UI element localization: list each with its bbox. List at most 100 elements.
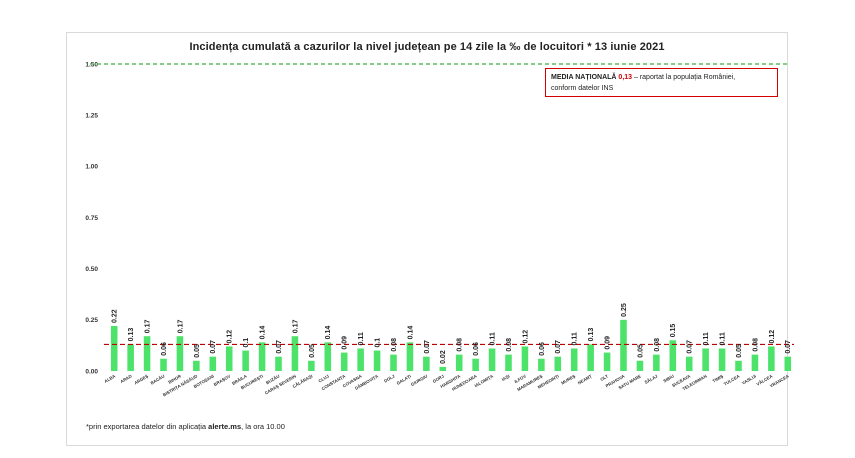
x-tick-label: BRAȘOV	[213, 373, 232, 387]
y-tick-label: 0.25	[85, 317, 98, 324]
national-average-box: MEDIA NAȚIONALĂ 0,13 – raportat la popul…	[545, 68, 778, 97]
x-tick-label: SĂLAJ	[644, 373, 659, 385]
x-tick-label: TULCEA	[723, 374, 741, 387]
data-label: 0.08	[752, 338, 759, 352]
bar	[751, 354, 759, 371]
data-label: 0.13	[128, 328, 135, 342]
data-label: 0.07	[424, 340, 431, 354]
bar	[308, 360, 315, 371]
x-tick-label: ILFOV	[513, 373, 527, 384]
bar	[488, 348, 496, 371]
bar	[521, 346, 529, 371]
x-tick-label: ARAD	[119, 374, 132, 385]
data-label: 0.11	[703, 332, 710, 345]
data-label: 0.06	[473, 342, 480, 356]
data-label: 0.11	[358, 332, 365, 345]
data-label: 0.05	[736, 344, 743, 358]
data-label: 0.07	[687, 340, 694, 354]
data-label: 0.17	[177, 319, 184, 333]
data-labels: 0.22 0.13 0.17 0.06 0.17 0.05 0.07 0.12 0.1 0.14 0…	[112, 303, 793, 364]
bar	[554, 356, 562, 371]
bar	[193, 360, 200, 371]
x-tick-label: OLT	[599, 373, 609, 382]
data-label: 0.09	[342, 336, 349, 350]
bar	[406, 342, 414, 371]
bar	[669, 340, 677, 371]
bar	[275, 356, 282, 371]
bar	[423, 356, 430, 371]
bar	[472, 358, 479, 371]
data-label: 0.05	[309, 344, 316, 358]
x-tick-label: BIHOR	[167, 373, 182, 385]
bar	[653, 354, 660, 371]
bars	[110, 319, 792, 371]
bar	[160, 358, 167, 371]
bar	[357, 348, 364, 371]
data-label: 0.1	[243, 338, 250, 348]
bar	[718, 348, 726, 371]
x-tick-label: VASLUI	[741, 374, 757, 386]
bar	[603, 352, 611, 371]
bar	[455, 354, 463, 371]
data-label: 0.15	[670, 324, 677, 338]
bar	[258, 342, 266, 371]
y-tick-label: 0.50	[85, 266, 98, 273]
data-label: 0.07	[210, 340, 217, 354]
data-label: 0.08	[654, 338, 661, 352]
bar	[340, 352, 348, 371]
x-tick-label: ALBA	[103, 374, 116, 384]
data-label: 0.08	[391, 338, 398, 352]
bar	[505, 354, 512, 371]
bar	[685, 356, 693, 371]
bar	[324, 342, 332, 371]
data-label: 0.12	[522, 330, 529, 344]
bar	[291, 336, 299, 371]
data-label: 0.1	[374, 338, 381, 348]
chart-title: Incidența cumulată a cazurilor la nivel …	[189, 41, 665, 53]
bar	[127, 344, 134, 371]
bar	[110, 325, 118, 371]
data-label: 0.07	[785, 340, 792, 354]
x-tick-label: TIMIȘ	[712, 373, 725, 383]
bar	[538, 358, 545, 371]
data-label: 0.07	[555, 340, 562, 354]
footnote: *prin exportarea datelor din aplicația a…	[86, 422, 285, 431]
data-label: 0.12	[227, 330, 234, 344]
data-label: 0.25	[621, 303, 628, 317]
bar	[390, 354, 397, 371]
data-label: 0.08	[457, 338, 464, 352]
data-label: 0.11	[572, 332, 579, 345]
chart-frame	[66, 32, 788, 446]
data-label: 0.14	[407, 326, 414, 340]
data-label: 0.12	[769, 330, 776, 344]
data-label: 0.17	[144, 319, 151, 333]
bar	[439, 366, 447, 371]
bar	[225, 346, 233, 371]
data-label: 0.05	[194, 344, 201, 358]
data-label: 0.14	[325, 326, 332, 340]
data-label: 0.17	[292, 319, 299, 333]
bar	[702, 348, 709, 371]
data-label: 0.06	[539, 342, 546, 356]
national-average-label: MEDIA NAȚIONALĂ	[551, 74, 617, 81]
x-tick-label: ARGEȘ	[133, 373, 149, 385]
national-average-text: – raportat la populația României,	[632, 74, 736, 81]
bar	[636, 360, 644, 371]
bar	[735, 360, 742, 371]
data-label: 0.02	[440, 350, 447, 364]
x-tick-label: MUREȘ	[560, 373, 576, 385]
y-tick-label: 0.00	[85, 368, 98, 375]
x-tick-label: CLUJ	[318, 373, 331, 383]
x-tick-label: BACĂU	[150, 374, 166, 386]
y-tick-label: 0.75	[85, 215, 98, 222]
data-label: 0.13	[588, 328, 595, 342]
bar	[620, 319, 627, 371]
national-average-source: conform datelor INS	[551, 85, 614, 92]
y-axis: 0.00 0.25 0.50 0.75 1.00 1.25 1.50	[85, 61, 98, 375]
national-average-value: 0,13	[618, 74, 633, 81]
y-tick-label: 1.00	[85, 164, 98, 171]
x-tick-label: BUZĂU	[265, 374, 281, 386]
x-tick-label: NEAMȚ	[577, 373, 593, 385]
data-label: 0.11	[489, 332, 496, 345]
